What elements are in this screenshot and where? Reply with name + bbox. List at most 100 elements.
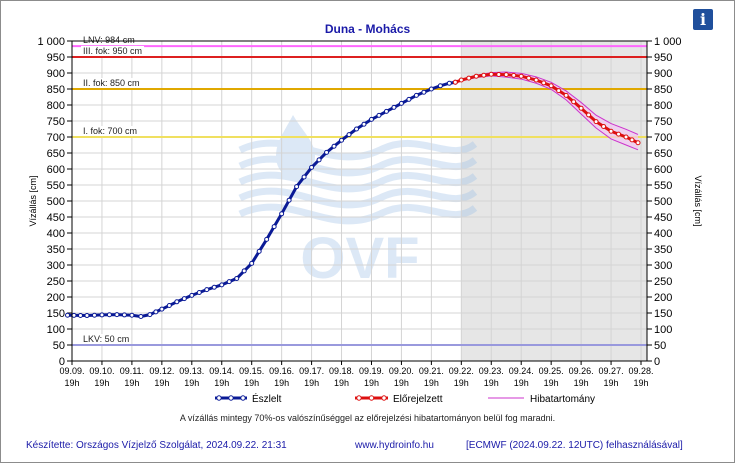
observed-point — [114, 312, 120, 318]
x-tick-label-time: 19h — [124, 378, 139, 388]
observed-point — [189, 292, 195, 298]
observed-point — [324, 149, 330, 155]
observed-point — [301, 174, 307, 180]
forecast-point — [481, 72, 487, 78]
observed-point — [196, 290, 202, 296]
forecast-point — [503, 72, 509, 78]
y-tick-label-left: 1 000 — [37, 36, 65, 48]
y-tick-label-right: 550 — [654, 180, 672, 192]
threshold-label-group: II. fok: 850 cm — [81, 78, 142, 88]
y-tick-label-right: 300 — [654, 260, 672, 272]
x-tick-label-date: 09.17. — [299, 366, 324, 376]
info-icon[interactable]: i — [693, 9, 713, 30]
y-tick-label-right: 100 — [654, 324, 672, 336]
x-tick-label-date: 09.18. — [329, 366, 354, 376]
footer-author: Készítette: Országos Vízjelző Szolgálat,… — [26, 440, 287, 451]
watermark-wave-icon — [238, 203, 478, 225]
y-tick-label-right: 700 — [654, 132, 672, 144]
y-tick-label-right: 800 — [654, 100, 672, 112]
y-tick-label-left: 300 — [47, 260, 65, 272]
observed-point — [398, 100, 404, 106]
observed-point — [264, 236, 270, 242]
forecast-point — [578, 105, 584, 111]
forecast-point — [541, 80, 547, 86]
y-tick-label-right: 1 000 — [654, 36, 682, 48]
forecast-point — [488, 71, 494, 77]
x-tick-label-date: 09.12. — [149, 366, 174, 376]
x-tick-label-date: 09.25. — [539, 366, 564, 376]
y-tick-label-left: 200 — [47, 292, 65, 304]
forecast-point — [593, 119, 599, 125]
chart-title: Duna - Mohács — [324, 22, 411, 36]
x-tick-label-time: 19h — [424, 378, 439, 388]
x-tick-label-date: 09.26. — [569, 366, 594, 376]
legend-swatch-marker — [228, 395, 234, 401]
observed-point — [279, 211, 285, 217]
y-tick-label-left: 100 — [47, 324, 65, 336]
threshold-label: LKV: 50 cm — [83, 334, 129, 344]
forecast-point — [533, 77, 539, 83]
observed-point — [241, 268, 247, 274]
y-tick-label-left: 0 — [59, 356, 65, 368]
y-tick-label-left: 400 — [47, 228, 65, 240]
x-tick-label-date: 09.09. — [59, 366, 84, 376]
legend-swatch-marker — [240, 395, 246, 401]
y-tick-label-right: 400 — [654, 228, 672, 240]
plot-border — [71, 40, 648, 362]
observed-point — [91, 312, 97, 318]
observed-point — [84, 313, 90, 319]
y-tick-label-right: 900 — [654, 68, 672, 80]
observed-point — [354, 126, 360, 132]
forecast-point — [616, 131, 622, 137]
watermark-wave-icon — [238, 139, 478, 161]
x-tick-label-date: 09.20. — [389, 366, 414, 376]
x-tick-label-date: 09.11. — [120, 366, 144, 376]
observed-point — [376, 112, 382, 118]
observed-point — [368, 116, 374, 122]
y-tick-label-left: 800 — [47, 100, 65, 112]
x-tick-label-time: 19h — [244, 378, 259, 388]
legend-swatch-marker — [216, 395, 222, 401]
x-tick-label-date: 09.28. — [628, 366, 653, 376]
observed-point — [249, 260, 255, 266]
x-tick-label-time: 19h — [574, 378, 589, 388]
y-tick-label-left: 500 — [47, 196, 65, 208]
x-tick-label-time: 19h — [484, 378, 499, 388]
forecast-point — [586, 112, 592, 118]
observed-point — [331, 143, 337, 149]
x-tick-label-date: 09.22. — [449, 366, 474, 376]
observed-point — [121, 312, 127, 318]
legend-label: Hibatartomány — [530, 394, 595, 405]
x-tick-label-time: 19h — [154, 378, 169, 388]
legend-label: Előrejelzett — [393, 394, 443, 405]
y-tick-label-left: 650 — [47, 148, 65, 160]
x-tick-label-date: 09.10. — [89, 366, 114, 376]
x-tick-label-date: 09.15. — [239, 366, 264, 376]
observed-point — [413, 92, 419, 98]
forecast-point — [635, 140, 641, 146]
x-tick-label-time: 19h — [454, 378, 469, 388]
observed-point — [153, 309, 159, 315]
y-tick-label-right: 50 — [654, 340, 666, 352]
legend-swatch-marker — [381, 395, 387, 401]
y-tick-label-left: 250 — [47, 276, 65, 288]
y-tick-label-left: 150 — [47, 308, 65, 320]
x-tick-label-date: 09.21. — [419, 366, 444, 376]
y-tick-label-right: 950 — [654, 52, 672, 64]
forecast-point — [473, 73, 479, 79]
forecast-point — [629, 137, 635, 143]
threshold-label-bg — [81, 46, 145, 56]
forecast-point — [556, 88, 562, 94]
observed-point — [211, 284, 217, 290]
observed-point — [383, 108, 389, 114]
threshold-label-bg — [81, 35, 137, 46]
observed-point — [437, 83, 443, 89]
watermark-wave-icon — [238, 171, 478, 193]
observed-point — [71, 312, 77, 318]
y-tick-label-right: 650 — [654, 148, 672, 160]
footer-website-link[interactable]: www.hydroinfo.hu — [355, 440, 434, 451]
legend-swatch-marker — [356, 395, 362, 401]
y-axis-title-right: Vízállás [cm] — [693, 175, 703, 226]
observed-point — [294, 184, 300, 190]
